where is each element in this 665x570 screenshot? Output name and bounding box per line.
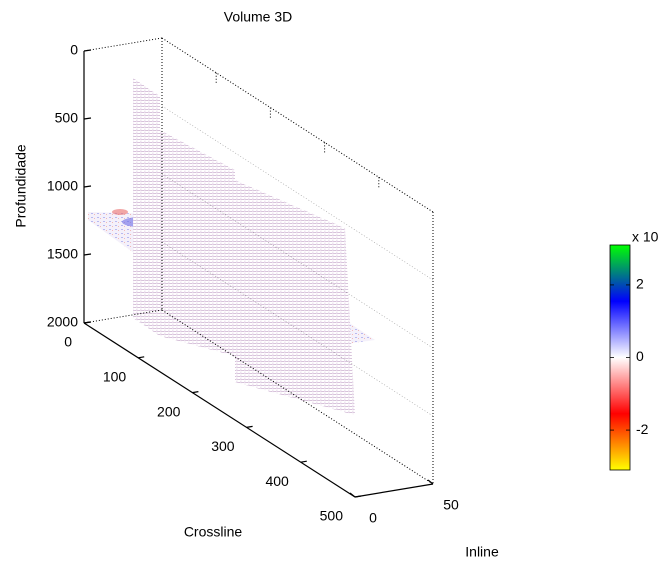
x-tick-label: 300: [211, 438, 235, 454]
x-tick-label: 0: [64, 334, 72, 350]
x-tick: [192, 392, 198, 393]
z-tick: [84, 186, 91, 187]
y-tick-label: 0: [369, 510, 377, 526]
x-tick: [301, 461, 307, 462]
colorbar-label: x 10: [632, 229, 659, 245]
colorbar-tick-label: 0: [636, 348, 644, 364]
x-tick: [247, 426, 253, 427]
slice-blob: [112, 209, 128, 215]
z-tick: [84, 254, 91, 255]
colorbar-tick-label: 2: [636, 276, 644, 292]
vertical-slice: [133, 78, 160, 336]
x-tick: [355, 496, 361, 497]
y-axis-label: Inline: [465, 544, 499, 560]
chart: Volume 3D Profundidade Crossline Inline …: [0, 0, 665, 565]
vertical-slice: [160, 130, 235, 356]
z-tick: [84, 118, 91, 119]
y-axis: [355, 484, 433, 497]
z-tick: [84, 50, 91, 51]
x-axis-label: Crossline: [184, 524, 243, 540]
z-tick-label: 1500: [47, 246, 78, 262]
vertical-slice: [235, 180, 355, 415]
z-axis-label: Profundidade: [13, 144, 29, 228]
x-tick-label: 400: [265, 473, 289, 489]
box-edge: [84, 38, 162, 51]
colorbar-tick-label: -2: [636, 421, 649, 437]
x-tick: [138, 357, 144, 358]
slices: [88, 78, 375, 415]
z-tick-label: 2000: [47, 314, 78, 330]
x-tick-label: 500: [320, 508, 344, 524]
x-tick-label: 200: [157, 403, 181, 419]
z-tick-label: 0: [70, 42, 78, 58]
z-tick-label: 500: [55, 110, 79, 126]
x-tick-label: 100: [103, 369, 127, 385]
y-tick: [350, 493, 355, 497]
z-tick-label: 1000: [47, 178, 78, 194]
y-tick: [428, 480, 433, 484]
y-tick-label: 50: [443, 497, 459, 513]
chart-title: Volume 3D: [224, 9, 292, 25]
